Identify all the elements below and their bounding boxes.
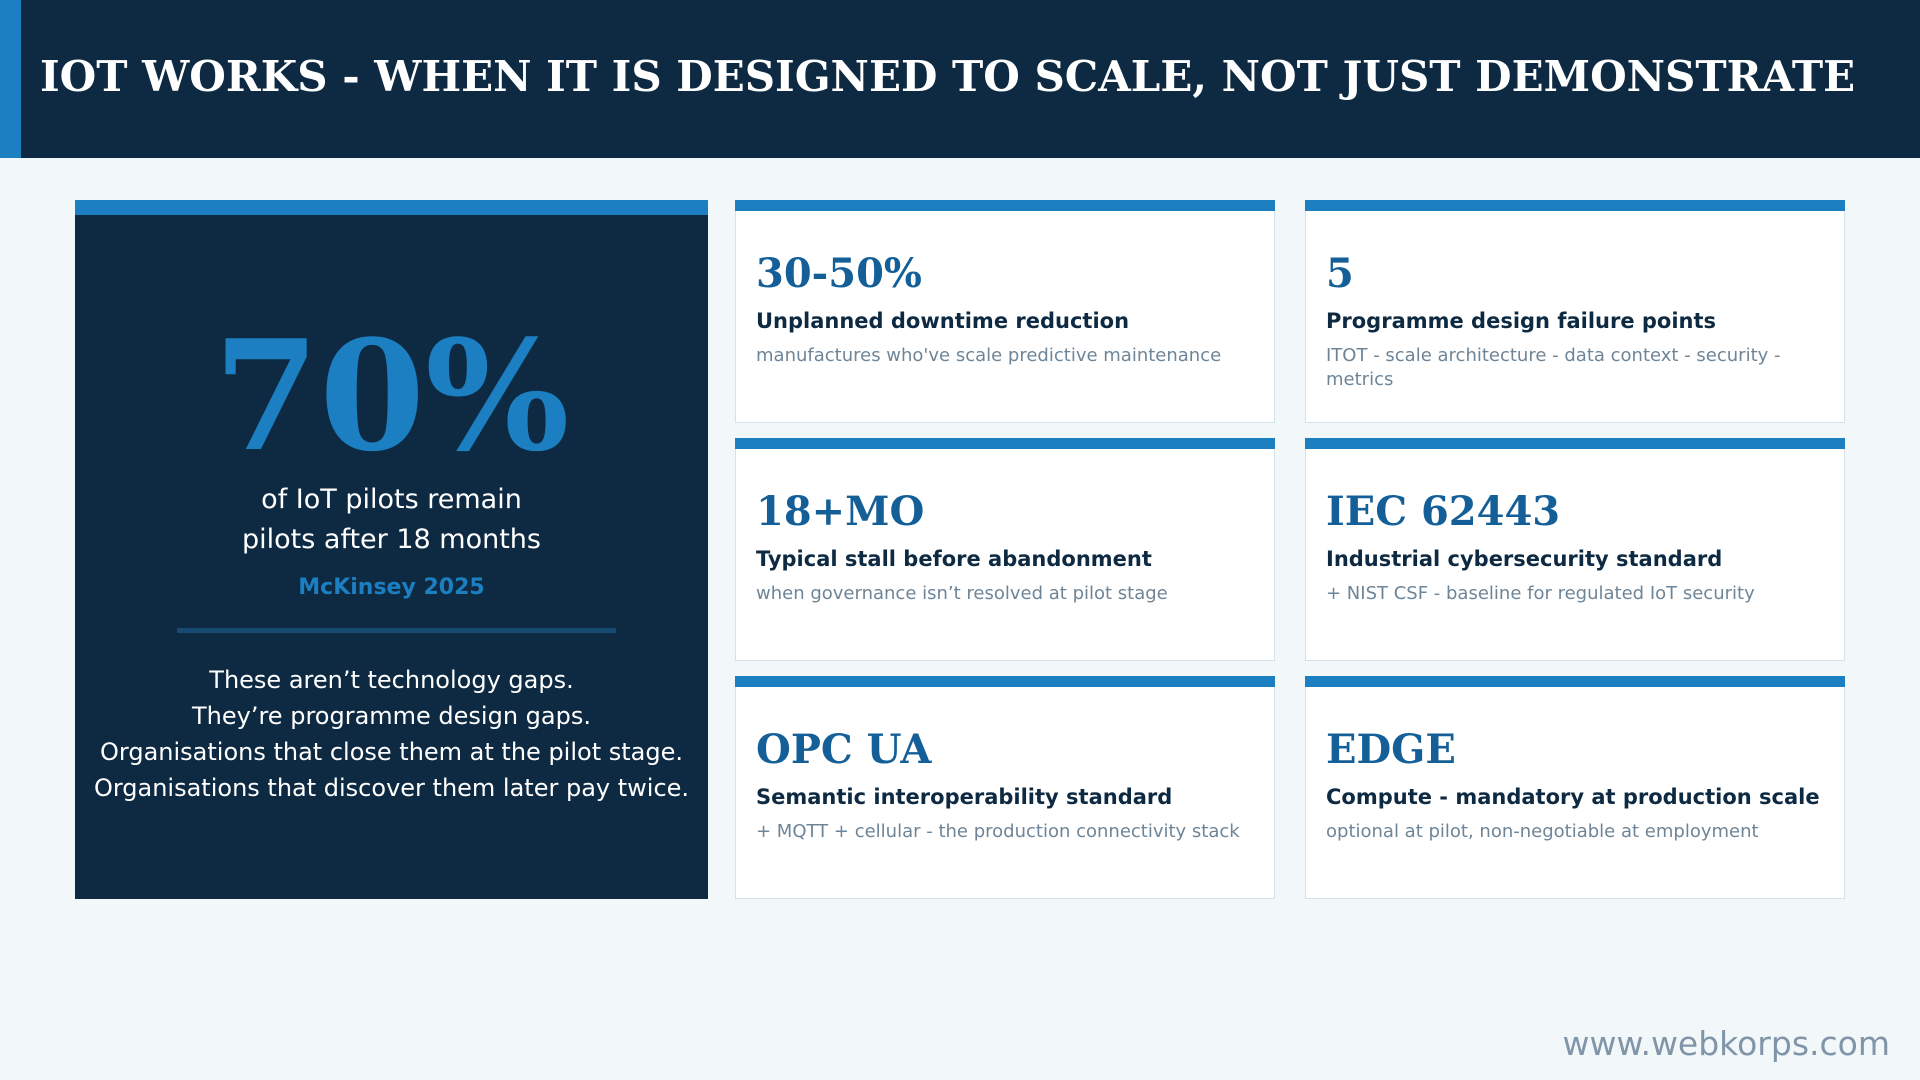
card-heading: Semantic interoperability standard [756,785,1173,809]
card-subtext: optional at pilot, non-negotiable at emp… [1326,821,1759,842]
card-stat: 30-50% [756,250,922,297]
hero-caption-line: pilots after 18 months [242,524,541,555]
card-accent-bar [735,438,1275,449]
card-heading: Compute - mandatory at production scale [1326,785,1820,809]
card-heading: Programme design failure points [1326,309,1717,333]
card-heading: Industrial cybersecurity standard [1326,547,1723,571]
footer-website-url: www.webkorps.com [1562,1024,1890,1063]
hero-body-line: These aren’t technology gaps. [209,666,574,694]
hero-accent-bar [75,200,708,215]
card-subtext: ITOT - scale architecture - data context… [1326,345,1781,390]
hero-caption: of IoT pilots remain pilots after 18 mon… [75,480,708,560]
card-heading: Typical stall before abandonment [756,547,1152,571]
card-accent-bar [735,676,1275,687]
hero-body-line: They’re programme design gaps. [192,702,591,730]
stat-card-downtime: 30-50% Unplanned downtime reduction manu… [735,200,1275,423]
card-subtext: when governance isn’t resolved at pilot … [756,583,1168,604]
hero-stat: 70% [213,306,570,485]
card-subtext: manufactures who've scale predictive mai… [756,345,1222,366]
stat-card-interoperability: OPC UA Semantic interoperability standar… [735,676,1275,899]
card-accent-bar [1305,438,1845,449]
card-accent-bar [1305,676,1845,687]
card-accent-bar [1305,200,1845,211]
card-heading: Unplanned downtime reduction [756,309,1130,333]
hero-caption-line: of IoT pilots remain [261,484,522,515]
card-accent-bar [735,200,1275,211]
card-stat: 18+MO [756,488,925,535]
card-subtext: + NIST CSF - baseline for regulated IoT … [1326,583,1755,604]
page-title: IOT WORKS - WHEN IT IS DESIGNED TO SCALE… [40,52,1856,101]
card-subtext: + MQTT + cellular - the production conne… [756,821,1240,842]
card-stat: OPC UA [756,726,932,773]
stat-card-edge: EDGE Compute - mandatory at production s… [1305,676,1845,899]
header-banner: IOT WORKS - WHEN IT IS DESIGNED TO SCALE… [0,0,1920,158]
card-stat: 5 [1326,250,1354,297]
hero-body: These aren’t technology gaps. They’re pr… [75,662,708,806]
header-accent-bar [0,0,21,158]
stat-card-failure-points: 5 Programme design failure points ITOT -… [1305,200,1845,423]
hero-body-line: Organisations that discover them later p… [93,774,690,802]
hero-divider [177,628,616,633]
stat-card-cybersecurity: IEC 62443 Industrial cybersecurity stand… [1305,438,1845,661]
hero-panel: 70% of IoT pilots remain pilots after 18… [75,200,708,899]
card-stat: IEC 62443 [1326,488,1561,535]
stat-card-stall: 18+MO Typical stall before abandonment w… [735,438,1275,661]
hero-body-line: Organisations that close them at the pil… [100,738,683,766]
hero-source: McKinsey 2025 [298,575,485,600]
card-stat: EDGE [1326,726,1456,773]
